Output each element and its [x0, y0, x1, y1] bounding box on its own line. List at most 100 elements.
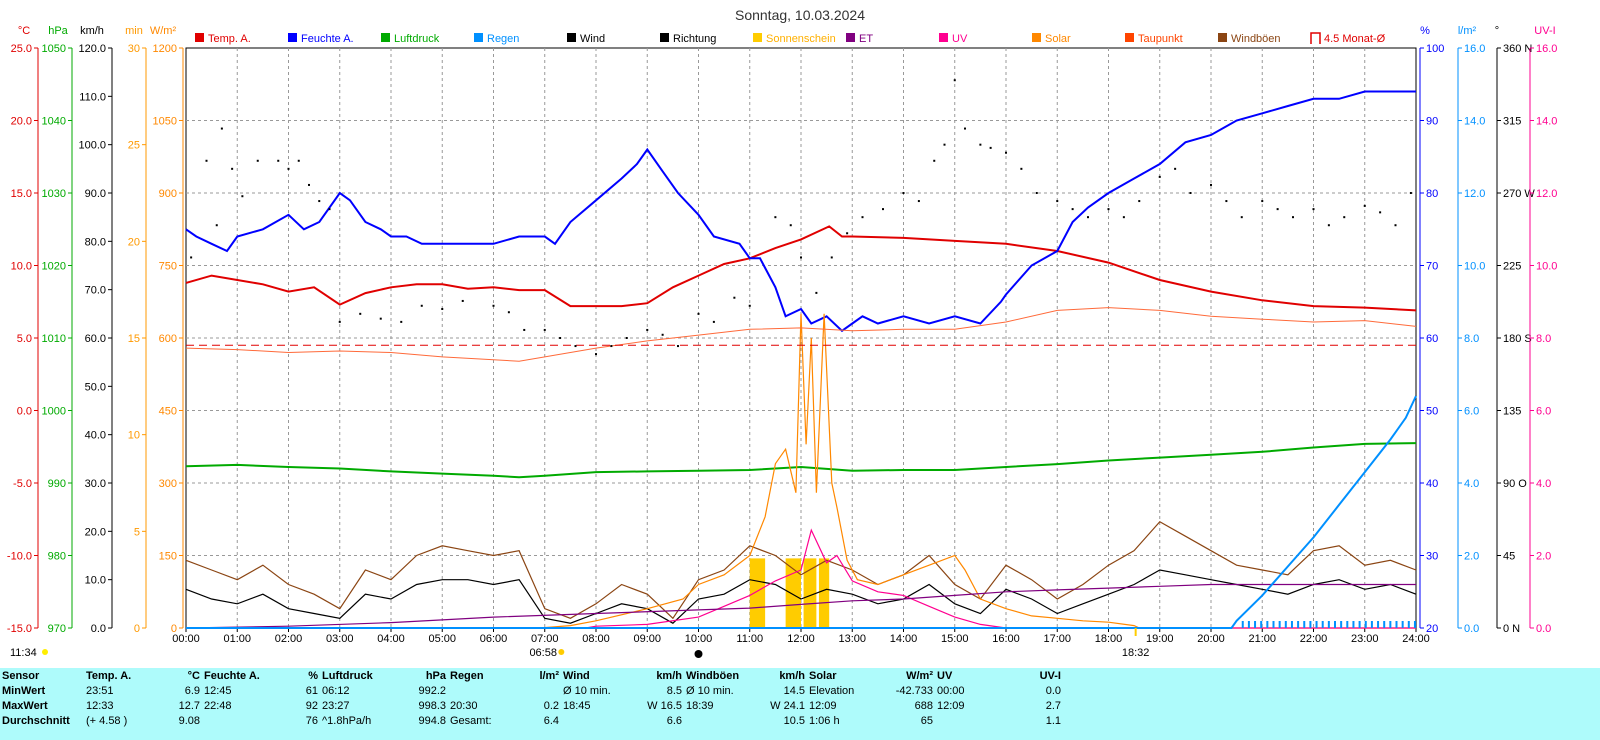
axis-tick-label-solar: 150: [159, 551, 177, 563]
x-tick-label: 01:00: [223, 633, 251, 645]
direction-point: [610, 345, 613, 348]
legend-label: Taupunkt: [1138, 33, 1183, 45]
rain-tick: [1358, 621, 1361, 628]
summary-cell-value: 6.4: [543, 714, 559, 727]
x-tick-label: 14:00: [890, 633, 918, 645]
summary-cell-label: 12:45: [204, 684, 232, 697]
legend-label: Luftdruck: [394, 33, 440, 45]
axis-tick-label-wind: 90.0: [85, 188, 106, 200]
x-tick-label: 08:00: [582, 633, 610, 645]
direction-point: [1394, 224, 1397, 227]
axis-tick-label-wind: 50.0: [85, 381, 106, 393]
direction-point: [492, 304, 495, 307]
rain-tick: [1241, 621, 1244, 628]
axis-tick-label-press: 1040: [42, 116, 66, 128]
direction-point: [933, 159, 936, 162]
direction-point: [1225, 200, 1228, 203]
summary-header-label: Wind: [563, 669, 590, 682]
direction-point: [1005, 151, 1007, 154]
summary-cell-label: [448, 683, 512, 698]
legend-label: UV: [952, 33, 968, 45]
direction-point: [815, 291, 818, 294]
axis-tick-label-wind: 0.0: [91, 623, 106, 635]
x-tick-label: 23:00: [1351, 633, 1379, 645]
x-tick-label: 06:00: [480, 633, 508, 645]
legend-swatch: [381, 33, 390, 42]
summary-cell-value: 14.5: [783, 684, 805, 697]
axis-tick-label-solar: 1200: [153, 43, 177, 55]
axis-tick-label-dir: 90 O: [1503, 478, 1527, 490]
summary-cell-value: [512, 683, 561, 698]
rain-tick: [1383, 621, 1386, 628]
rain-tick: [1272, 621, 1275, 628]
axis-tick-label-rain: 10.0: [1464, 261, 1485, 273]
summary-cell-label: 23:27: [322, 699, 350, 712]
legend-swatch: [1032, 33, 1041, 42]
axis-unit-press: hPa: [48, 25, 68, 37]
axis-tick-label-temp: -5.0: [13, 478, 32, 490]
axis-tick-label-rain: 4.0: [1464, 478, 1479, 490]
summary-cell-value: 61: [305, 684, 318, 697]
moon-icon: [694, 650, 703, 658]
summary-header-unit: km/h: [656, 669, 682, 682]
legend-label: Richtung: [673, 33, 716, 45]
axis-tick-label-solar: 300: [159, 478, 177, 490]
rain-tick: [1370, 621, 1373, 628]
direction-point: [190, 256, 193, 259]
direction-point: [287, 167, 290, 170]
rain-tick: [1340, 621, 1343, 628]
direction-point: [1138, 200, 1141, 203]
x-tick-label: 10:00: [685, 633, 713, 645]
axis-tick-label-uv: 12.0: [1536, 188, 1557, 200]
series-line-taupunkt: [185, 307, 1417, 362]
axis-tick-label-dir: 270 W: [1503, 188, 1535, 200]
axis-tick-label-wind: 20.0: [85, 526, 106, 538]
legend-label: ET: [859, 33, 873, 45]
axis-tick-label-press: 1050: [42, 43, 66, 55]
axis-tick-label-sun: 0: [134, 623, 140, 635]
summary-header-unit: km/h: [779, 669, 805, 682]
axis-tick-label-solar: 1050: [153, 116, 177, 128]
direction-point: [1343, 216, 1346, 219]
legend-label: Feuchte A.: [301, 33, 354, 45]
summary-cell-label: 06:12: [322, 684, 350, 697]
direction-point: [559, 337, 562, 339]
summary-cell-value: 992.2: [418, 684, 446, 697]
sunshine-bar: [803, 558, 817, 628]
direction-point: [256, 159, 259, 162]
axis-tick-label-rain: 6.0: [1464, 406, 1479, 418]
axis-tick-label-wind: 80.0: [85, 236, 106, 248]
direction-point: [625, 337, 628, 339]
series-line-solar: [186, 313, 1416, 629]
summary-header-label: UV: [937, 669, 953, 682]
direction-point: [231, 167, 234, 170]
axis-tick-label-rain: 8.0: [1464, 333, 1479, 345]
direction-point: [297, 159, 300, 162]
summary-header-label: Sensor: [2, 669, 40, 682]
axis-tick-label-uv: 14.0: [1536, 116, 1557, 128]
direction-point: [1056, 200, 1059, 203]
summary-cell-value: 1.1: [1045, 714, 1061, 727]
direction-point: [1312, 208, 1315, 211]
summary-header-unit: hPa: [425, 669, 446, 682]
x-tick-label: 16:00: [992, 633, 1020, 645]
rain-tick: [1389, 621, 1392, 628]
axis-tick-label-wind: 100.0: [78, 140, 106, 152]
rain-tick: [1377, 621, 1380, 628]
rain-tick: [1309, 621, 1312, 628]
direction-point: [595, 353, 597, 356]
rain-tick: [1395, 621, 1398, 628]
axis-tick-label-hum: 70: [1426, 261, 1438, 273]
summary-row: MaxWert 12:33 12.7 22:48 92 23:27 998.3 20:30 0.…: [0, 698, 1063, 713]
x-tick-label: 02:00: [275, 633, 303, 645]
direction-point: [328, 208, 331, 211]
direction-point: [1189, 192, 1192, 194]
rain-tick: [1401, 621, 1404, 628]
x-tick-label: 21:00: [1248, 633, 1276, 645]
series-line-wind: [185, 569, 1417, 624]
axis-tick-label-temp: 15.0: [11, 188, 32, 200]
direction-point: [543, 328, 546, 331]
direction-point: [1020, 167, 1023, 170]
series-line-windb-en: [185, 520, 1417, 620]
direction-point: [712, 320, 715, 323]
